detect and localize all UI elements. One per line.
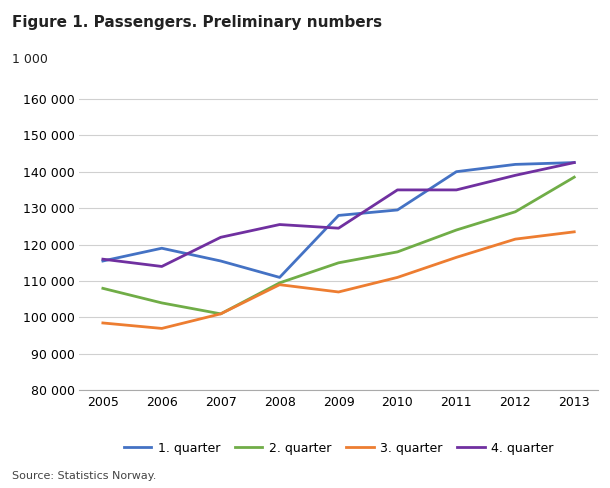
1. quarter bbox=[512, 162, 519, 167]
4. quarter bbox=[394, 187, 401, 193]
3. quarter bbox=[512, 236, 519, 242]
Text: Source: Statistics Norway.: Source: Statistics Norway. bbox=[12, 471, 157, 481]
4. quarter bbox=[453, 187, 460, 193]
Line: 1. quarter: 1. quarter bbox=[103, 163, 574, 277]
2. quarter bbox=[394, 249, 401, 255]
2. quarter bbox=[99, 285, 107, 291]
3. quarter bbox=[158, 325, 165, 331]
3. quarter bbox=[570, 229, 578, 235]
3. quarter bbox=[394, 274, 401, 280]
4. quarter bbox=[158, 264, 165, 269]
Line: 2. quarter: 2. quarter bbox=[103, 177, 574, 314]
1. quarter bbox=[99, 258, 107, 264]
Line: 3. quarter: 3. quarter bbox=[103, 232, 574, 328]
Text: 1 000: 1 000 bbox=[12, 53, 48, 66]
4. quarter bbox=[99, 256, 107, 262]
1. quarter bbox=[158, 245, 165, 251]
Line: 4. quarter: 4. quarter bbox=[103, 163, 574, 266]
1. quarter bbox=[570, 160, 578, 165]
1. quarter bbox=[394, 207, 401, 213]
4. quarter bbox=[276, 222, 283, 227]
2. quarter bbox=[335, 260, 342, 266]
1. quarter bbox=[217, 258, 224, 264]
2. quarter bbox=[570, 174, 578, 180]
4. quarter bbox=[512, 172, 519, 178]
1. quarter bbox=[453, 169, 460, 175]
2. quarter bbox=[453, 227, 460, 233]
4. quarter bbox=[570, 160, 578, 165]
1. quarter bbox=[276, 274, 283, 280]
Text: Figure 1. Passengers. Preliminary numbers: Figure 1. Passengers. Preliminary number… bbox=[12, 15, 382, 30]
2. quarter bbox=[512, 209, 519, 215]
3. quarter bbox=[335, 289, 342, 295]
4. quarter bbox=[335, 225, 342, 231]
3. quarter bbox=[276, 282, 283, 287]
3. quarter bbox=[99, 320, 107, 326]
2. quarter bbox=[276, 280, 283, 286]
4. quarter bbox=[217, 234, 224, 240]
Legend: 1. quarter, 2. quarter, 3. quarter, 4. quarter: 1. quarter, 2. quarter, 3. quarter, 4. q… bbox=[124, 442, 553, 455]
2. quarter bbox=[217, 311, 224, 317]
2. quarter bbox=[158, 300, 165, 306]
3. quarter bbox=[453, 254, 460, 260]
3. quarter bbox=[217, 311, 224, 317]
1. quarter bbox=[335, 212, 342, 218]
